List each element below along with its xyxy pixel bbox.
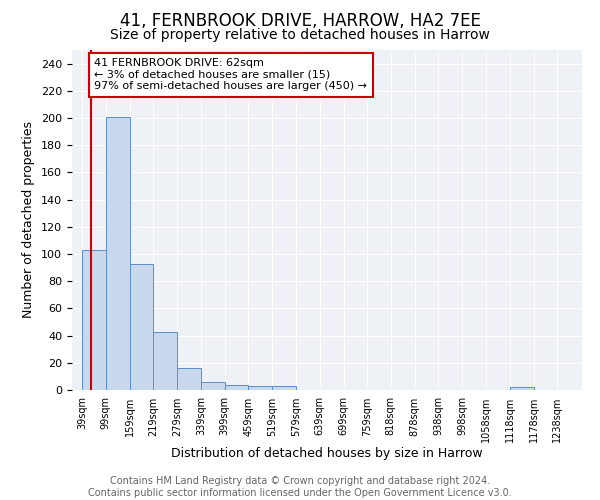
Bar [201,382,224,390]
X-axis label: Distribution of detached houses by size in Harrow: Distribution of detached houses by size … [171,447,483,460]
Text: Size of property relative to detached houses in Harrow: Size of property relative to detached ho… [110,28,490,42]
Bar [248,386,272,390]
Bar [510,388,533,390]
Text: 41, FERNBROOK DRIVE, HARROW, HA2 7EE: 41, FERNBROOK DRIVE, HARROW, HA2 7EE [119,12,481,30]
Bar [82,250,106,390]
Bar [177,368,201,390]
Bar [272,386,296,390]
Bar [106,116,130,390]
Y-axis label: Number of detached properties: Number of detached properties [22,122,35,318]
Text: 41 FERNBROOK DRIVE: 62sqm
← 3% of detached houses are smaller (15)
97% of semi-d: 41 FERNBROOK DRIVE: 62sqm ← 3% of detach… [94,58,367,92]
Bar [130,264,153,390]
Bar [224,384,248,390]
Text: Contains HM Land Registry data © Crown copyright and database right 2024.
Contai: Contains HM Land Registry data © Crown c… [88,476,512,498]
Bar [153,332,177,390]
